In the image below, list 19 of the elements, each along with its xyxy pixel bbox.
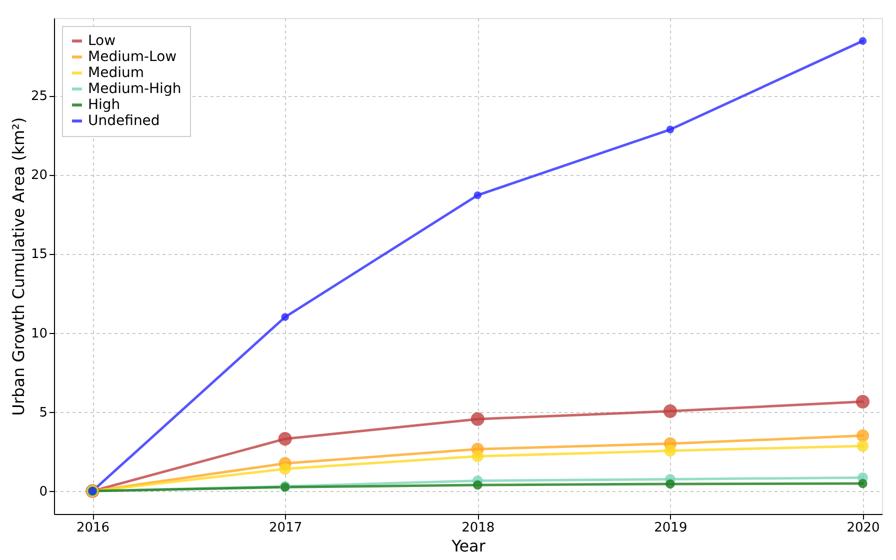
legend-label: Medium-High <box>88 81 182 97</box>
y-tick-label: 15 <box>30 247 48 262</box>
y-tick-label: 20 <box>30 168 48 184</box>
y-axis-title: Urban Growth Cumulative Area (km²) <box>8 117 28 416</box>
y-tick-label: 10 <box>30 326 48 342</box>
y-tick-label: 0 <box>39 484 48 500</box>
x-tick-label: 2018 <box>462 520 495 536</box>
y-tick-label: 5 <box>39 405 48 420</box>
legend-label: Medium-Low <box>88 49 177 65</box>
x-axis-title: Year <box>450 536 486 556</box>
x-tick-label: 2019 <box>654 520 688 536</box>
legend-label: Undefined <box>88 113 160 129</box>
legend-label: High <box>88 97 120 113</box>
x-tick-label: 2016 <box>76 520 110 536</box>
legend-label: Low <box>88 33 116 49</box>
y-tick-label: 25 <box>30 89 48 104</box>
x-tick-label: 2017 <box>269 520 302 536</box>
x-tick-label: 2020 <box>846 520 880 536</box>
legend-label: Medium <box>88 65 144 81</box>
